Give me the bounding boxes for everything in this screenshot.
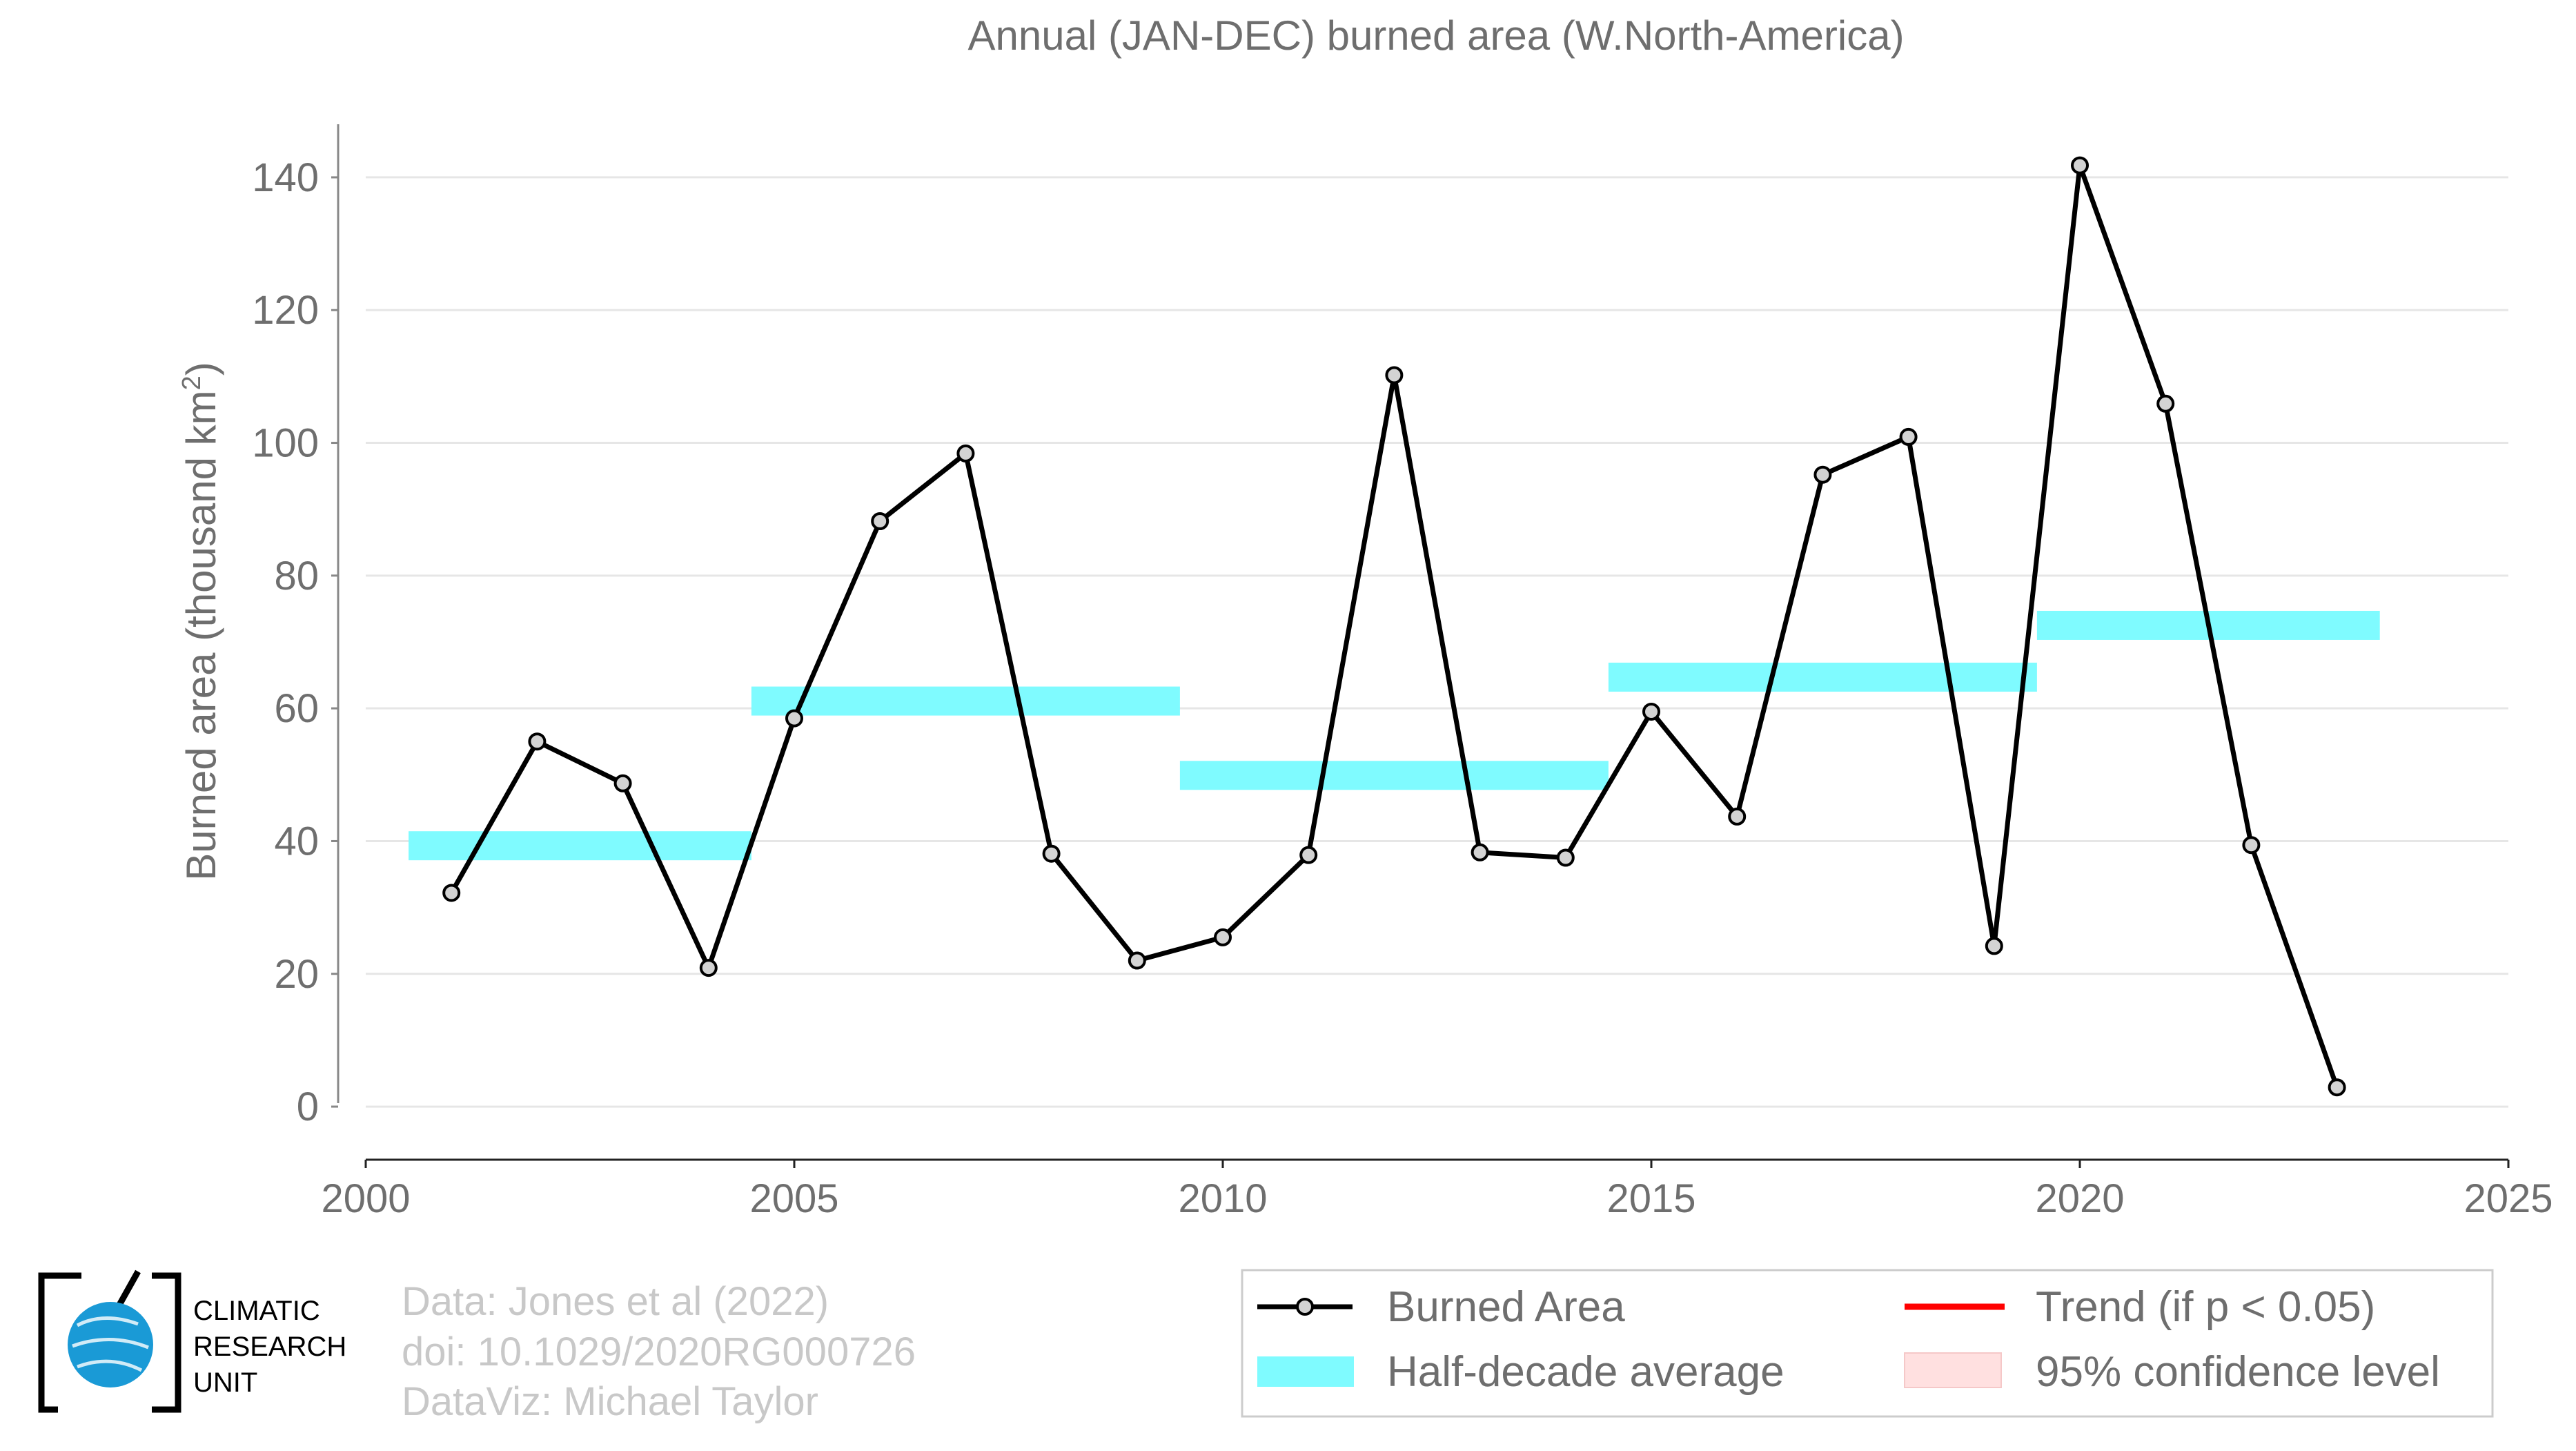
legend-half-decade-band-icon (1257, 1356, 1354, 1387)
burned-area-point (1214, 928, 1232, 946)
cru-logo: CLIMATIC RESEARCH UNIT (38, 1269, 346, 1413)
x-tick-label: 2025 (2464, 1176, 2553, 1221)
x-tick-label: 2000 (321, 1176, 410, 1221)
chart-title: Annual (JAN-DEC) burned area (W.North-Am… (967, 12, 1904, 59)
burned-area-point (2242, 836, 2261, 855)
y-tick-label: 80 (274, 554, 319, 598)
burned-area-point (2071, 156, 2089, 175)
logo-slash (116, 1269, 141, 1308)
grid-lines (366, 176, 2508, 1108)
half-decade-band (751, 686, 1180, 716)
x-tick-labels: 2000 2005 2010 2015 2020 2025 (321, 1160, 2553, 1221)
half-decade-band (1608, 662, 2037, 692)
y-tick-label: 40 (274, 819, 319, 864)
x-tick-label: 2010 (1178, 1176, 1267, 1221)
burned-area-series (442, 156, 2346, 1097)
legend-label-confidence: 95% confidence level (2036, 1348, 2440, 1396)
burned-area-point (871, 512, 889, 530)
legend-label-half-decade: Half-decade average (1387, 1348, 1784, 1396)
logo-bracket-left (38, 1272, 81, 1413)
burned-area-point (2156, 394, 2175, 413)
burned-area-point (785, 709, 803, 728)
legend: Burned Area Trend (if p < 0.05) Half-dec… (1241, 1269, 2494, 1418)
burned-area-point (1556, 848, 1575, 867)
burned-area-point (1385, 366, 1404, 384)
burned-area-point (699, 959, 718, 977)
y-axis-label: Burned area (thousand km2) (177, 362, 224, 881)
y-tick-label: 140 (252, 155, 319, 200)
credit-data: Data: Jones et al (2022) (402, 1279, 829, 1324)
legend-frame (1241, 1269, 2494, 1418)
legend-burned-area-marker-icon (1296, 1298, 1314, 1316)
y-tick-label: 120 (252, 288, 319, 333)
burned-area-point (1471, 843, 1489, 861)
burned-area-point (1899, 427, 1918, 446)
legend-confidence-patch-icon (1904, 1352, 2002, 1388)
legend-label-burned-area: Burned Area (1387, 1283, 1625, 1331)
burned-area-point (1642, 702, 1660, 721)
burned-area-point (528, 732, 547, 751)
logo-line-3: UNIT (193, 1367, 257, 1398)
y-tick-label: 100 (252, 421, 319, 466)
x-tick-label: 2005 (749, 1176, 838, 1221)
y-tick-label: 20 (274, 952, 319, 997)
burned-area-point (1728, 807, 1747, 826)
burned-area-point (1813, 465, 1832, 484)
burned-area-point (442, 884, 461, 902)
burned-area-point (1042, 844, 1061, 863)
credit-doi: doi: 10.1029/2020RG000726 (402, 1330, 916, 1374)
legend-label-trend: Trend (if p < 0.05) (2036, 1283, 2375, 1331)
burned-area-point (2328, 1078, 2346, 1097)
burned-area-point (1985, 937, 2003, 955)
half-decade-band (409, 831, 751, 861)
logo-line-1: CLIMATIC (193, 1296, 320, 1326)
burned-area-point (1128, 951, 1146, 970)
y-tick-label: 0 (297, 1084, 319, 1129)
x-tick-label: 2020 (2035, 1176, 2124, 1221)
burned-area-point (956, 444, 975, 462)
burned-area-point (1299, 846, 1318, 864)
logo-line-2: RESEARCH (193, 1332, 346, 1362)
half-decade-band (1179, 761, 1609, 790)
half-decade-average-bands (409, 610, 2380, 861)
logo-bracket-right (152, 1272, 181, 1413)
credit-dataviz: DataViz: Michael Taylor (402, 1379, 818, 1424)
burned-area-point (613, 774, 632, 792)
y-tick-labels: 0 20 40 60 80 100 120 140 (252, 155, 338, 1129)
globe-swirl-icon (72, 1316, 149, 1372)
y-tick-label: 60 (274, 686, 319, 731)
x-tick-label: 2015 (1606, 1176, 1695, 1221)
